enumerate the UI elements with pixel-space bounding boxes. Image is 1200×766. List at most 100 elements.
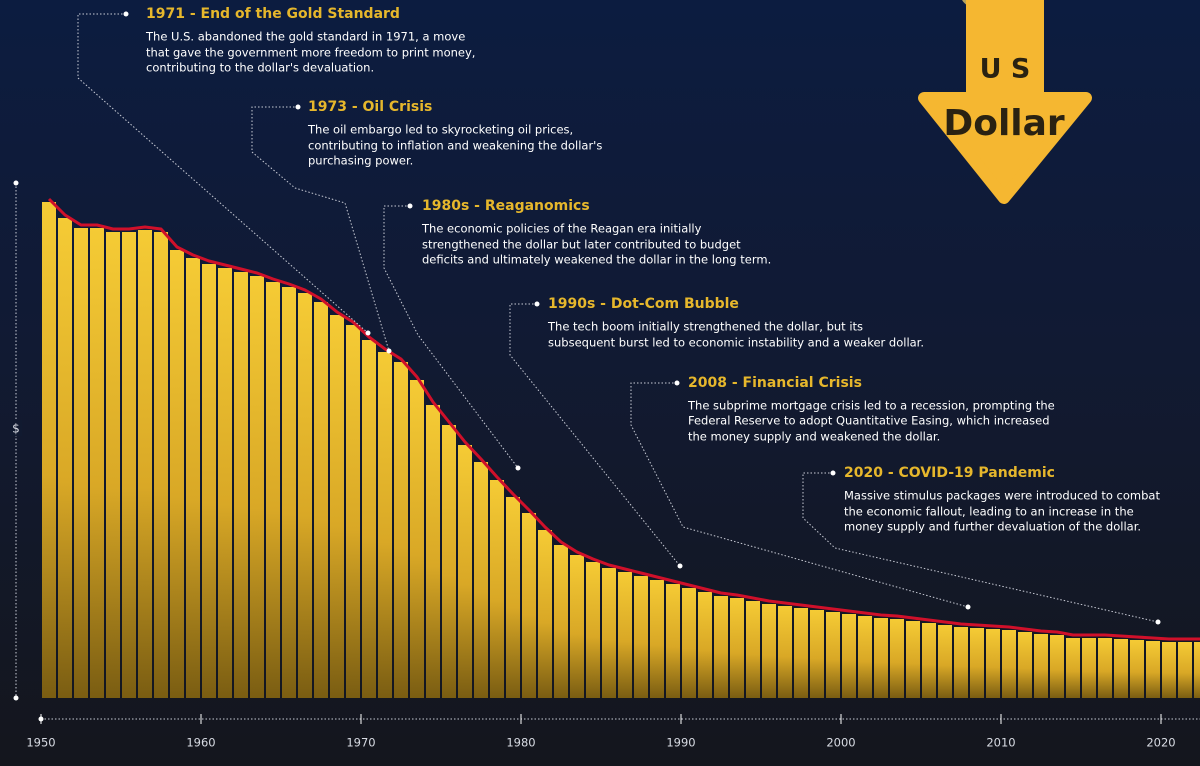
connector-dot bbox=[515, 465, 521, 471]
bar bbox=[202, 264, 216, 698]
bar bbox=[186, 258, 200, 698]
annotation-text: The U.S. abandoned the gold standard in … bbox=[145, 30, 465, 44]
bar bbox=[1034, 634, 1048, 698]
connector bbox=[77, 13, 369, 334]
bar bbox=[938, 625, 952, 698]
annotation-text: strengthened the dollar but later contri… bbox=[422, 238, 741, 252]
bar bbox=[154, 232, 168, 698]
connector-dot bbox=[534, 301, 540, 307]
bar bbox=[682, 588, 696, 698]
bar bbox=[1050, 635, 1064, 698]
x-tick-label: 2000 bbox=[826, 736, 855, 750]
bar bbox=[122, 232, 136, 698]
connector bbox=[802, 472, 1159, 623]
bar bbox=[106, 232, 120, 698]
bar bbox=[1082, 638, 1096, 698]
bar bbox=[842, 614, 856, 698]
bar bbox=[922, 623, 936, 698]
x-tick-label: 2010 bbox=[986, 736, 1015, 750]
bar bbox=[1066, 638, 1080, 698]
connector-dot bbox=[677, 563, 683, 569]
y-label-bg bbox=[10, 420, 22, 436]
connector bbox=[251, 106, 390, 352]
bar bbox=[410, 380, 424, 698]
axis-dot bbox=[38, 716, 44, 722]
bar bbox=[394, 362, 408, 698]
bar bbox=[906, 621, 920, 698]
bar bbox=[794, 608, 808, 698]
bar bbox=[138, 230, 152, 698]
annotation-text: The subprime mortgage crisis led to a re… bbox=[687, 399, 1055, 413]
trend-line bbox=[47, 197, 1200, 641]
axis-dot bbox=[13, 180, 19, 186]
connectors bbox=[77, 11, 1161, 625]
bar bbox=[170, 250, 184, 698]
connector-dot bbox=[295, 104, 301, 110]
connector-dot bbox=[365, 330, 371, 336]
axis-dot bbox=[13, 695, 19, 701]
annotation-text: The economic policies of the Reagan era … bbox=[421, 222, 702, 236]
annotation-text: deficits and ultimately weakened the dol… bbox=[422, 253, 771, 267]
x-tick-label: 1980 bbox=[506, 736, 535, 750]
bar bbox=[618, 572, 632, 698]
annotation-text: subsequent burst led to economic instabi… bbox=[548, 336, 924, 350]
bar bbox=[362, 340, 376, 698]
bar bbox=[522, 513, 536, 698]
bar bbox=[474, 462, 488, 698]
bar bbox=[1114, 639, 1128, 698]
bar bbox=[1018, 632, 1032, 698]
bar bbox=[330, 315, 344, 698]
arrow-head bbox=[918, 92, 1092, 204]
annotation-text: contributing to the dollar's devaluation… bbox=[146, 61, 374, 75]
annotation-text: the money supply and weakened the dollar… bbox=[688, 430, 940, 444]
badge-title: Dollar bbox=[943, 103, 1065, 144]
annotation-text: Massive stimulus packages were introduce… bbox=[844, 489, 1160, 503]
bar bbox=[826, 612, 840, 698]
bar bbox=[1178, 642, 1192, 698]
annotation-title: 1990s - Dot-Com Bubble bbox=[548, 296, 739, 312]
bar bbox=[378, 352, 392, 698]
plot: 1950 1960 1970 1980 1990 2000 2010 2020 bbox=[26, 197, 1200, 750]
bar bbox=[218, 268, 232, 698]
bar bbox=[746, 601, 760, 698]
bar bbox=[282, 287, 296, 698]
bar bbox=[698, 592, 712, 698]
bar bbox=[90, 228, 104, 698]
bar bbox=[458, 445, 472, 698]
arrow-shaft bbox=[966, 0, 1044, 100]
bar bbox=[314, 302, 328, 698]
connector bbox=[630, 382, 969, 608]
x-tick-label: 1950 bbox=[26, 736, 55, 750]
badge-title-top: U S bbox=[980, 54, 1031, 85]
connector-dot bbox=[965, 604, 971, 610]
bar bbox=[1130, 640, 1144, 698]
bar bbox=[250, 276, 264, 698]
bar bbox=[874, 618, 888, 698]
bar bbox=[810, 610, 824, 698]
bar bbox=[570, 555, 584, 698]
annotation-title: 1980s - Reaganomics bbox=[422, 198, 590, 214]
bar bbox=[298, 293, 312, 698]
annotation-text: The tech boom initially strengthened the… bbox=[547, 320, 863, 334]
x-tick-label: 2020 bbox=[1146, 736, 1175, 750]
connector-dot bbox=[830, 470, 836, 476]
annotation-title: 2020 - COVID-19 Pandemic bbox=[844, 465, 1055, 481]
connector-dot bbox=[407, 203, 413, 209]
connector bbox=[509, 303, 681, 567]
bar bbox=[970, 628, 984, 698]
annotation-title: 1971 - End of the Gold Standard bbox=[146, 6, 400, 22]
bar bbox=[634, 576, 648, 698]
bar bbox=[58, 218, 72, 698]
bar bbox=[1146, 641, 1160, 698]
bar bbox=[442, 425, 456, 698]
annotation-text: The oil embargo led to skyrocketing oil … bbox=[307, 123, 573, 137]
annotations: 1971 - End of the Gold Standard The U.S.… bbox=[145, 6, 1160, 534]
annotation-text: Federal Reserve to adopt Quantitative Ea… bbox=[688, 414, 1050, 428]
connector-dot bbox=[123, 11, 129, 17]
x-tick-label: 1970 bbox=[346, 736, 375, 750]
annotation-title: 2008 - Financial Crisis bbox=[688, 375, 862, 391]
x-tick-label: 1960 bbox=[186, 736, 215, 750]
annotation-text: the economic fallout, leading to an incr… bbox=[844, 505, 1134, 519]
connector-dot bbox=[1155, 619, 1161, 625]
